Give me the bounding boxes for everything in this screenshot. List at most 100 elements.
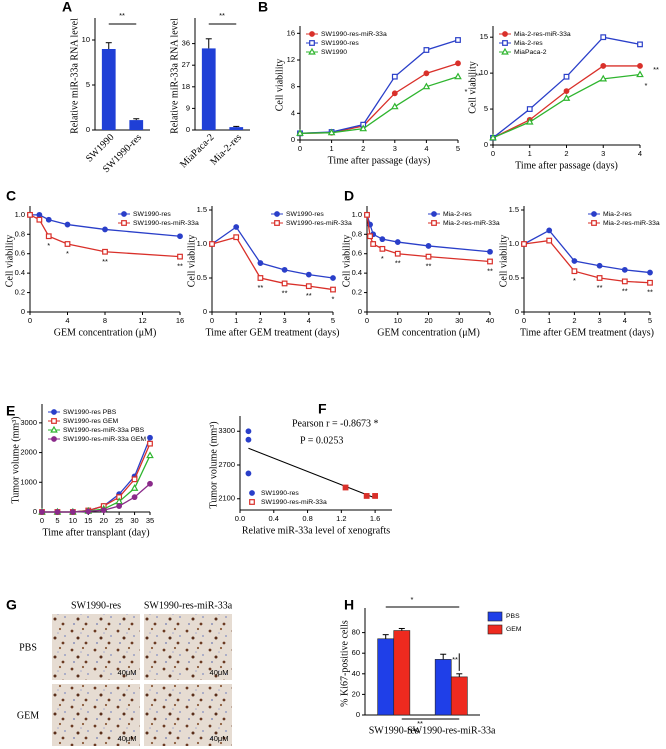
legend-label: Mia-2-res-miR-33a — [514, 31, 571, 38]
marker — [147, 440, 153, 447]
y-axis-label: Cell viability — [274, 59, 285, 112]
legend-label: Mia-2-res — [514, 40, 543, 47]
x-tick-label: 0.8 — [302, 514, 312, 523]
y-tick-label: 0 — [358, 307, 362, 316]
marker — [281, 280, 288, 287]
annotation: ** — [426, 262, 432, 271]
marker — [249, 490, 255, 496]
y-tick-label: 1.5 — [197, 205, 207, 214]
y-tick-label: 0.4 — [15, 268, 25, 277]
x-tick-label: 30 — [455, 316, 463, 325]
y-tick-label: 0.5 — [197, 273, 207, 282]
scale-bar-label: 40μM — [118, 734, 137, 743]
marker — [501, 47, 509, 55]
line — [299, 76, 459, 134]
x-tick-label: 5 — [648, 316, 652, 325]
legend-label: Mia-2-res — [443, 211, 472, 218]
x-tick-label: 2 — [564, 149, 568, 158]
panel-letter: H — [344, 597, 354, 613]
marker — [233, 234, 240, 241]
marker — [359, 124, 368, 132]
marker — [571, 268, 578, 275]
y-tick-label: 40 — [352, 669, 360, 678]
annotation: ** — [257, 283, 263, 292]
x-tick-label: SW1990-res-miR-33a — [407, 725, 496, 736]
marker — [394, 239, 401, 245]
annotation: ** — [475, 71, 481, 80]
row-header: PBS — [19, 642, 37, 653]
annotation: Pearson r = -0.8673 * — [292, 418, 378, 429]
marker — [51, 418, 57, 424]
y-tick-label: 36 — [182, 39, 190, 48]
marker — [116, 503, 123, 509]
marker — [309, 31, 315, 37]
x-tick-label: 35 — [146, 516, 154, 525]
marker — [51, 409, 57, 415]
y-tick-label: 8 — [291, 82, 295, 91]
x-axis-label: Relative miR-33a level of xenografts — [242, 525, 390, 536]
marker — [591, 220, 597, 226]
micrograph — [52, 684, 140, 746]
legend-label: SW1990 — [321, 49, 347, 56]
y-axis-label: Cell viability — [186, 235, 197, 288]
annotation: ** — [102, 257, 108, 266]
annotation: * — [66, 249, 69, 258]
marker — [274, 220, 280, 226]
y-axis-label: Cell viability — [341, 235, 352, 288]
bar — [377, 638, 395, 716]
marker — [147, 480, 153, 487]
micrograph — [52, 614, 140, 680]
annotation: ** — [452, 655, 458, 664]
marker — [423, 70, 430, 77]
x-axis-label: Time after GEM treatment (days) — [520, 327, 654, 338]
marker — [51, 436, 57, 442]
y-tick-label: 5 — [484, 104, 488, 113]
marker — [45, 216, 52, 223]
marker — [390, 102, 399, 110]
marker — [636, 70, 644, 78]
x-tick-label: 0 — [28, 316, 32, 325]
marker — [621, 266, 628, 273]
x-tick-label: 20 — [424, 316, 432, 325]
marker — [50, 425, 58, 433]
y-tick-label: 3000 — [20, 418, 37, 427]
x-tick-label: 30 — [130, 516, 138, 525]
marker — [596, 275, 603, 281]
y-axis-label: % Ki67-positive cells — [339, 620, 350, 707]
marker — [36, 216, 43, 223]
x-tick-label: 8 — [103, 316, 107, 325]
y-tick-label: 0 — [86, 125, 90, 134]
x-tick-label: 10 — [69, 516, 77, 525]
marker — [425, 253, 432, 260]
y-tick-label: 0 — [291, 135, 295, 144]
marker — [131, 476, 138, 483]
annotation: * — [573, 276, 576, 285]
marker — [546, 227, 553, 234]
legend-label: SW1990-res-miR-33a — [321, 31, 387, 38]
annotation: ** — [597, 283, 603, 292]
line — [523, 229, 651, 274]
legend-swatch — [487, 611, 503, 622]
legend-label: SW1990-res — [261, 490, 299, 497]
y-axis-label: Cell viability — [4, 235, 15, 288]
marker — [257, 275, 264, 281]
annotation: P = 0.0253 — [300, 435, 343, 446]
column-header: SW1990-res-miR-33a — [144, 600, 233, 611]
marker — [489, 133, 497, 141]
legend-swatch — [487, 624, 503, 635]
legend-label: SW1990-res GEM — [63, 418, 118, 425]
annotation: ** — [653, 65, 659, 74]
x-tick-label: 16 — [176, 316, 184, 325]
y-axis-label: Relative miR-33a RNA level — [69, 18, 80, 134]
marker — [209, 241, 215, 247]
x-axis-label: Time after transplant (day) — [42, 527, 149, 538]
marker — [27, 211, 33, 218]
marker — [431, 220, 437, 226]
annotation: * — [381, 254, 384, 263]
marker — [526, 106, 533, 112]
marker — [487, 248, 493, 255]
x-tick-label: 4 — [65, 316, 69, 325]
y-tick-label: 0.6 — [352, 249, 362, 258]
y-tick-label: 18 — [182, 82, 190, 91]
marker — [637, 41, 643, 48]
